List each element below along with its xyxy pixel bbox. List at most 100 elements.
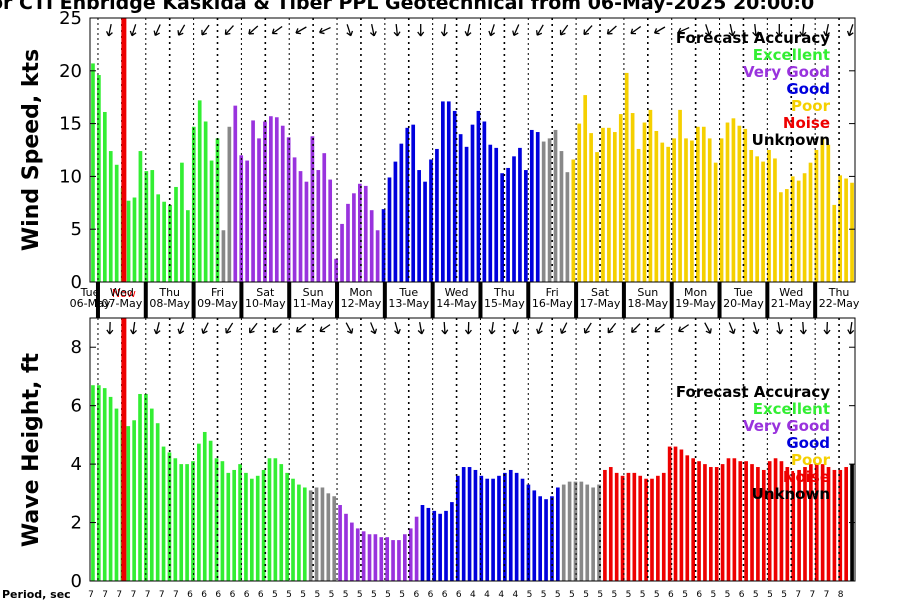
wind-bar: [755, 156, 759, 282]
wind-bar: [826, 144, 831, 282]
wave-bar: [191, 461, 195, 581]
period-value: 7: [102, 590, 108, 600]
period-value: 5: [654, 590, 660, 600]
wave-direction-arrow: [225, 322, 234, 334]
wave-bar: [391, 540, 395, 581]
date-label: 16-May: [532, 297, 573, 310]
wave-bar: [720, 464, 725, 581]
wind-bar: [108, 151, 113, 282]
wind-bar: [357, 183, 362, 282]
wave-bar: [744, 461, 748, 581]
wave-bar: [685, 455, 690, 581]
wave-bar: [620, 475, 625, 581]
wave-direction-arrow: [272, 323, 282, 333]
wave-bar: [803, 467, 807, 581]
wind-bar: [340, 223, 344, 282]
wind-bar: [844, 178, 848, 282]
wave-direction-arrow: [607, 322, 617, 334]
wind-direction-arrow: [177, 24, 186, 36]
wind-bar: [773, 158, 777, 282]
wind-direction-arrow: [583, 25, 593, 36]
wave-bar: [556, 487, 560, 581]
wind-bar: [524, 170, 528, 282]
wave-direction-arrow: [201, 322, 209, 334]
wind-bar: [399, 143, 404, 282]
day-separator: [621, 282, 626, 318]
period-value: 6: [668, 590, 674, 600]
wave-bar: [638, 475, 643, 581]
day-label: Sat: [256, 286, 275, 299]
wave-bar: [114, 408, 119, 581]
wave-bar: [738, 461, 743, 581]
wave-direction-arrow: [631, 323, 641, 333]
day-label: Wed: [110, 286, 134, 299]
wave-direction-arrow: [441, 321, 449, 335]
wind-ylabel: Wind Speed, kts: [19, 49, 44, 251]
wind-bar: [168, 204, 172, 282]
wave-bar: [444, 510, 448, 581]
wave-bar: [397, 540, 401, 581]
wind-bar: [381, 209, 386, 282]
wind-direction-arrow: [799, 23, 807, 37]
wind-bar: [280, 125, 285, 283]
wave-bar: [726, 458, 731, 581]
period-value: 7: [810, 590, 816, 600]
wave-bar: [238, 464, 242, 581]
wave-bar: [97, 385, 101, 581]
wave-bar: [226, 472, 231, 581]
wind-direction-arrow: [559, 24, 569, 36]
wind-direction-arrow: [653, 26, 666, 35]
period-value: 6: [187, 590, 193, 600]
wind-bar: [559, 151, 564, 282]
wave-bar: [173, 458, 178, 581]
period-value: 7: [88, 590, 94, 600]
wave-bar: [250, 478, 254, 581]
date-label: 11-May: [293, 297, 334, 310]
wave-direction-arrow: [654, 323, 665, 333]
period-row: Period, sec 7 7 7 7 7 7 7 6 6 6 6 6 6 5 5 5 5 5 5 5 5 5 5 6 6 6 6 4 4…: [2, 588, 844, 600]
wind-bar: [97, 75, 101, 283]
wind-bar: [144, 171, 149, 282]
wave-bar: [297, 484, 301, 581]
wave-legend-entry: Unknown: [752, 485, 830, 503]
wind-bar: [387, 177, 392, 282]
wave-bar: [273, 458, 278, 581]
wind-bar: [506, 167, 510, 282]
wind-bar: [411, 124, 416, 282]
wave-bar: [255, 475, 260, 581]
wind-bar: [233, 105, 238, 283]
period-value: 7: [795, 590, 801, 600]
wind-bar: [666, 146, 671, 282]
wave-bar: [244, 472, 248, 581]
wind-bar: [174, 186, 178, 282]
wave-bar: [344, 513, 348, 581]
period-value: 5: [767, 590, 773, 600]
wind-bar: [251, 120, 255, 283]
day-separator: [239, 282, 244, 318]
wind-bar: [690, 140, 694, 282]
wave-bar: [126, 426, 131, 581]
day-label: Wed: [445, 286, 469, 299]
wind-bar: [245, 160, 249, 282]
wind-bar: [565, 172, 570, 282]
wind-bar: [612, 132, 617, 282]
wind-bar: [180, 162, 184, 282]
wind-bar: [150, 170, 155, 282]
wave-bar: [197, 443, 201, 581]
wave-bar: [603, 469, 607, 581]
wind-bar: [334, 258, 338, 282]
wind-bar: [369, 210, 374, 282]
wave-bar: [679, 449, 684, 581]
wave-direction-arrow: [464, 321, 472, 335]
wave-direction-arrow: [776, 321, 784, 335]
wind-bar: [435, 148, 439, 282]
wave-bar: [767, 461, 772, 581]
wave-bar: [314, 487, 319, 581]
wind-direction-arrow: [369, 23, 377, 37]
wave-bar: [714, 467, 719, 581]
wind-bar: [832, 204, 837, 282]
wind-bar: [553, 129, 558, 282]
wave-bar: [597, 484, 601, 581]
wave-bar: [361, 531, 366, 581]
wave-ytick-label: 2: [71, 513, 82, 534]
